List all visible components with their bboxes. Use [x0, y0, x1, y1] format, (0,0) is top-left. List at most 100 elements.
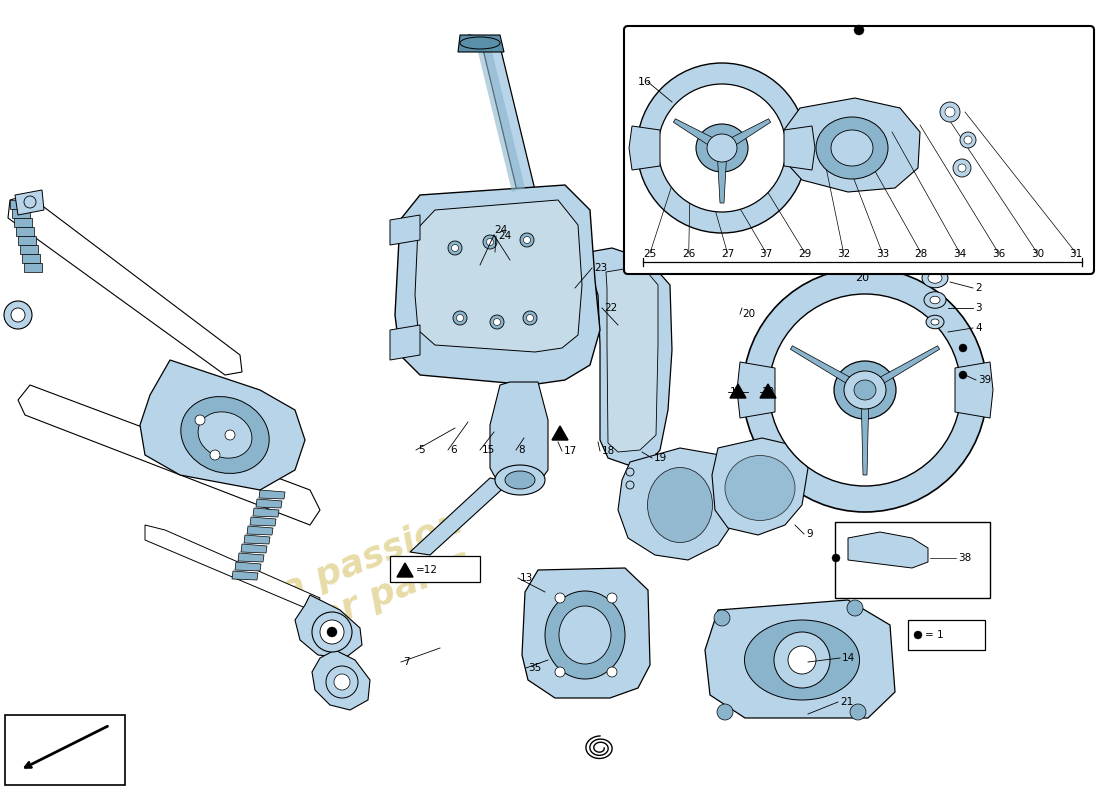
Polygon shape: [10, 200, 28, 209]
Polygon shape: [864, 346, 939, 394]
Ellipse shape: [696, 124, 748, 172]
Polygon shape: [705, 600, 895, 718]
Text: a passion
for parts: a passion for parts: [277, 505, 483, 646]
Polygon shape: [241, 544, 267, 553]
Text: 18: 18: [602, 446, 615, 456]
Circle shape: [914, 631, 922, 639]
Circle shape: [953, 159, 971, 177]
Circle shape: [774, 632, 830, 688]
Polygon shape: [395, 185, 600, 385]
Circle shape: [832, 554, 840, 562]
Text: 39: 39: [978, 375, 991, 385]
Text: 3: 3: [975, 303, 981, 313]
Polygon shape: [312, 650, 370, 710]
Ellipse shape: [460, 37, 500, 49]
Polygon shape: [235, 562, 261, 571]
Polygon shape: [18, 385, 320, 525]
Ellipse shape: [844, 371, 886, 409]
Ellipse shape: [505, 471, 535, 489]
Polygon shape: [15, 190, 44, 215]
Ellipse shape: [544, 591, 625, 679]
Circle shape: [11, 308, 25, 322]
Polygon shape: [295, 595, 362, 658]
FancyBboxPatch shape: [908, 620, 985, 650]
Circle shape: [850, 704, 866, 720]
Circle shape: [453, 311, 468, 325]
Circle shape: [964, 136, 972, 144]
Circle shape: [520, 233, 534, 247]
Circle shape: [658, 84, 786, 212]
Ellipse shape: [854, 380, 876, 400]
Polygon shape: [784, 126, 815, 170]
Polygon shape: [14, 218, 32, 227]
Ellipse shape: [816, 117, 888, 179]
Polygon shape: [572, 248, 672, 465]
Ellipse shape: [198, 412, 252, 458]
Ellipse shape: [928, 273, 942, 283]
Text: 38: 38: [958, 553, 971, 563]
Circle shape: [456, 314, 463, 322]
Text: 21: 21: [840, 697, 854, 707]
Text: 35: 35: [528, 663, 541, 673]
Circle shape: [483, 235, 497, 249]
Circle shape: [334, 674, 350, 690]
Polygon shape: [760, 384, 775, 398]
Text: 17: 17: [564, 446, 578, 456]
Circle shape: [607, 667, 617, 677]
Circle shape: [958, 164, 966, 172]
Text: 9: 9: [806, 529, 813, 539]
Text: 26: 26: [682, 249, 695, 259]
Polygon shape: [390, 325, 420, 360]
Polygon shape: [861, 390, 869, 475]
Polygon shape: [24, 263, 42, 272]
Polygon shape: [522, 568, 650, 698]
Polygon shape: [791, 346, 867, 394]
Circle shape: [959, 371, 967, 379]
Polygon shape: [145, 525, 320, 612]
Text: 32: 32: [837, 249, 850, 259]
Polygon shape: [253, 508, 279, 517]
Text: 2: 2: [975, 283, 981, 293]
Circle shape: [556, 593, 565, 603]
Polygon shape: [730, 384, 746, 398]
Ellipse shape: [830, 130, 873, 166]
Polygon shape: [468, 35, 535, 195]
Circle shape: [637, 63, 807, 233]
Circle shape: [527, 314, 534, 322]
Circle shape: [320, 620, 344, 644]
Circle shape: [607, 593, 617, 603]
Polygon shape: [415, 200, 582, 352]
Text: 20: 20: [855, 273, 869, 283]
Text: 33: 33: [876, 249, 889, 259]
Polygon shape: [8, 195, 242, 375]
Circle shape: [312, 612, 352, 652]
Circle shape: [490, 315, 504, 329]
Polygon shape: [475, 42, 525, 192]
Text: = 1: = 1: [925, 630, 944, 640]
Polygon shape: [258, 490, 285, 499]
Text: 19: 19: [654, 453, 668, 463]
Text: 28: 28: [914, 249, 927, 259]
Text: 30: 30: [1031, 249, 1044, 259]
Text: 22: 22: [604, 303, 617, 313]
Ellipse shape: [745, 620, 859, 700]
FancyBboxPatch shape: [835, 522, 990, 598]
FancyBboxPatch shape: [624, 26, 1094, 274]
Text: 13: 13: [520, 573, 534, 583]
Text: 34: 34: [954, 249, 967, 259]
Circle shape: [742, 268, 987, 512]
Ellipse shape: [180, 397, 270, 474]
Text: 31: 31: [1069, 249, 1082, 259]
Text: 16: 16: [638, 77, 652, 87]
Polygon shape: [717, 148, 727, 203]
Circle shape: [210, 450, 220, 460]
Polygon shape: [18, 236, 36, 245]
Polygon shape: [12, 209, 30, 218]
Polygon shape: [848, 532, 928, 568]
Polygon shape: [719, 118, 771, 152]
Text: 10: 10: [762, 387, 776, 397]
Circle shape: [940, 102, 960, 122]
Ellipse shape: [834, 361, 896, 419]
Circle shape: [226, 430, 235, 440]
Text: 15: 15: [482, 445, 495, 455]
